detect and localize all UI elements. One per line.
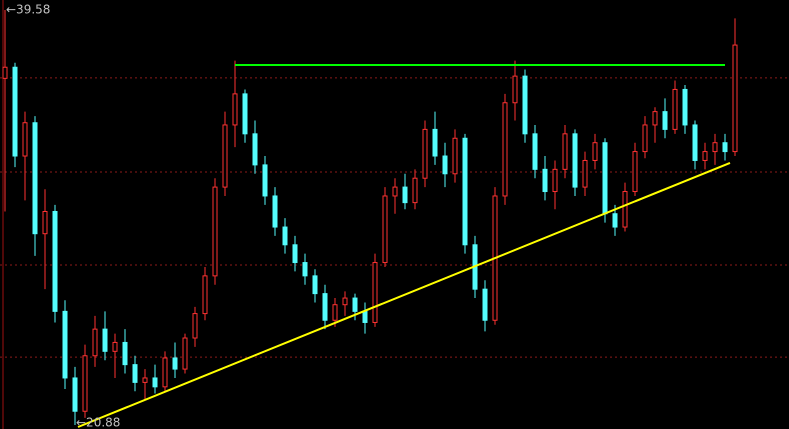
candle-body (362, 310, 368, 323)
candle-body (42, 211, 48, 235)
candle-body (692, 124, 698, 161)
candle-body (512, 75, 518, 104)
candle-body (572, 133, 578, 188)
candle-body (622, 191, 628, 228)
candle-body (132, 364, 138, 383)
candle-body (562, 133, 568, 170)
candle-body (662, 111, 668, 130)
candle-body (92, 328, 98, 357)
candle-body (312, 275, 318, 295)
candle-body (682, 88, 688, 126)
candle-body (32, 122, 38, 235)
candle-body (522, 75, 528, 135)
candle-body (582, 159, 588, 188)
candle-body (412, 177, 418, 204)
candle-body (482, 288, 488, 321)
candle-body (342, 297, 348, 306)
trend-line (77, 161, 731, 428)
candle-body (212, 186, 218, 277)
candle-body (542, 168, 548, 193)
candle-body (282, 226, 288, 246)
candle-body (72, 377, 78, 412)
candle-body (502, 102, 508, 197)
candle-body (202, 275, 208, 315)
candle-body (82, 355, 88, 412)
candle-body (352, 297, 358, 312)
candle-body (592, 142, 598, 161)
candle-body (712, 142, 718, 153)
candle-body (22, 122, 28, 157)
candle-body (262, 164, 268, 197)
candle-body (372, 262, 378, 323)
candle-body (242, 93, 248, 135)
candle-body (532, 133, 538, 170)
candle-body (162, 357, 168, 388)
candle-body (142, 377, 148, 383)
candle-body (732, 44, 738, 153)
candle-body (392, 186, 398, 197)
candle-body (652, 111, 658, 126)
candle-body (442, 155, 448, 175)
candle-body (102, 328, 108, 352)
candle-body (62, 310, 68, 379)
candle-body (422, 128, 428, 179)
candle-body (462, 137, 468, 246)
candle-body (612, 213, 618, 228)
candle-body (232, 93, 238, 126)
candle-body (182, 337, 188, 370)
candle-body (332, 304, 338, 321)
candle-body (112, 341, 118, 352)
candle-body (272, 195, 278, 228)
candle-body (302, 262, 308, 277)
candle-body (152, 377, 158, 388)
candle-body (12, 66, 18, 157)
candle-body (552, 168, 558, 193)
candle-body (452, 137, 458, 175)
candle-body (52, 211, 58, 312)
candle-body (172, 357, 178, 370)
candle-body (602, 142, 608, 215)
candle-body (122, 341, 128, 366)
candle-body (642, 124, 648, 153)
candle-body (322, 293, 328, 321)
price-annotation: ←20.88 (76, 416, 120, 429)
candle-body (292, 244, 298, 264)
candle-body (722, 142, 728, 153)
candle-body (702, 151, 708, 161)
candle-body (2, 66, 8, 79)
candle-body (192, 313, 198, 339)
candle-body (382, 195, 388, 264)
candle-body (222, 124, 228, 188)
candle-body (672, 88, 678, 130)
candle-body (432, 128, 438, 157)
candle-body (252, 133, 258, 166)
candle-body (402, 186, 408, 204)
candle-body (632, 151, 638, 193)
price-annotation: ←39.58 (6, 2, 50, 16)
